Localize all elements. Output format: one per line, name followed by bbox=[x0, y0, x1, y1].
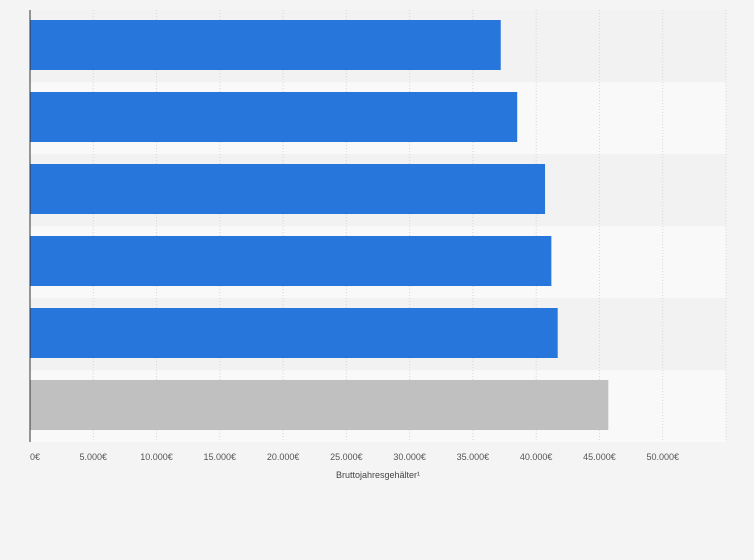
bar-1 bbox=[30, 20, 501, 70]
bar-4 bbox=[30, 236, 552, 286]
x-tick-label-0: 0€ bbox=[30, 452, 40, 462]
x-tick-label-4: 20.000€ bbox=[267, 452, 300, 462]
row-bands bbox=[30, 10, 726, 442]
bars bbox=[30, 20, 609, 430]
x-tick-label-8: 40.000€ bbox=[520, 452, 553, 462]
bar-2 bbox=[30, 92, 518, 142]
x-axis-title: Bruttojahresgehälter¹ bbox=[336, 470, 420, 480]
x-tick-label-10: 50.000€ bbox=[646, 452, 679, 462]
x-tick-label-5: 25.000€ bbox=[330, 452, 363, 462]
bar-5 bbox=[30, 308, 558, 358]
bar-6 bbox=[30, 380, 609, 430]
bar-3 bbox=[30, 164, 546, 214]
x-tick-label-2: 10.000€ bbox=[140, 452, 173, 462]
x-tick-label-6: 30.000€ bbox=[393, 452, 426, 462]
gridlines bbox=[92, 10, 727, 442]
x-tick-labels: 0€ 5.000€ 10.000€ 15.000€ 20.000€ 25.000€ 30.0… bbox=[30, 452, 679, 462]
x-tick-label-9: 45.000€ bbox=[583, 452, 616, 462]
x-tick-label-7: 35.000€ bbox=[457, 452, 490, 462]
x-tick-label-1: 5.000€ bbox=[80, 452, 108, 462]
x-tick-label-3: 15.000€ bbox=[204, 452, 237, 462]
